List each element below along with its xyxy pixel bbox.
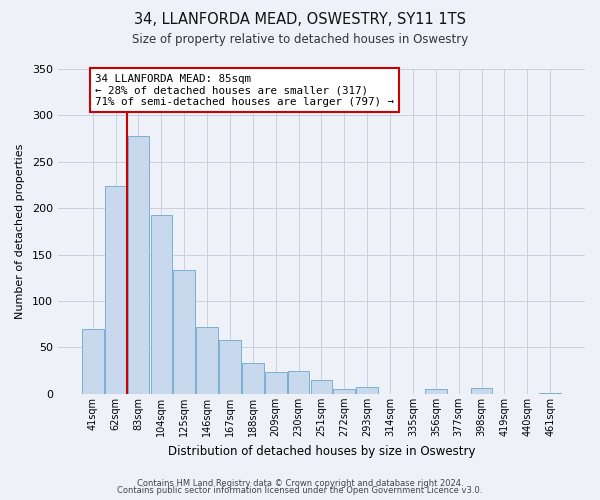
Bar	[265, 372, 287, 394]
Bar	[128, 136, 149, 394]
Bar	[82, 329, 104, 394]
X-axis label: Distribution of detached houses by size in Oswestry: Distribution of detached houses by size …	[168, 444, 475, 458]
Bar	[334, 389, 355, 394]
Bar	[219, 340, 241, 394]
Text: 34 LLANFORDA MEAD: 85sqm
← 28% of detached houses are smaller (317)
71% of semi-: 34 LLANFORDA MEAD: 85sqm ← 28% of detach…	[95, 74, 394, 107]
Bar	[242, 364, 264, 394]
Text: Contains public sector information licensed under the Open Government Licence v3: Contains public sector information licen…	[118, 486, 482, 495]
Bar	[311, 380, 332, 394]
Text: 34, LLANFORDA MEAD, OSWESTRY, SY11 1TS: 34, LLANFORDA MEAD, OSWESTRY, SY11 1TS	[134, 12, 466, 28]
Bar	[356, 388, 378, 394]
Y-axis label: Number of detached properties: Number of detached properties	[15, 144, 25, 319]
Bar	[288, 370, 310, 394]
Bar	[173, 270, 195, 394]
Bar	[471, 388, 493, 394]
Text: Size of property relative to detached houses in Oswestry: Size of property relative to detached ho…	[132, 32, 468, 46]
Text: Contains HM Land Registry data © Crown copyright and database right 2024.: Contains HM Land Registry data © Crown c…	[137, 478, 463, 488]
Bar	[425, 389, 446, 394]
Bar	[539, 393, 561, 394]
Bar	[151, 214, 172, 394]
Bar	[105, 186, 127, 394]
Bar	[196, 327, 218, 394]
